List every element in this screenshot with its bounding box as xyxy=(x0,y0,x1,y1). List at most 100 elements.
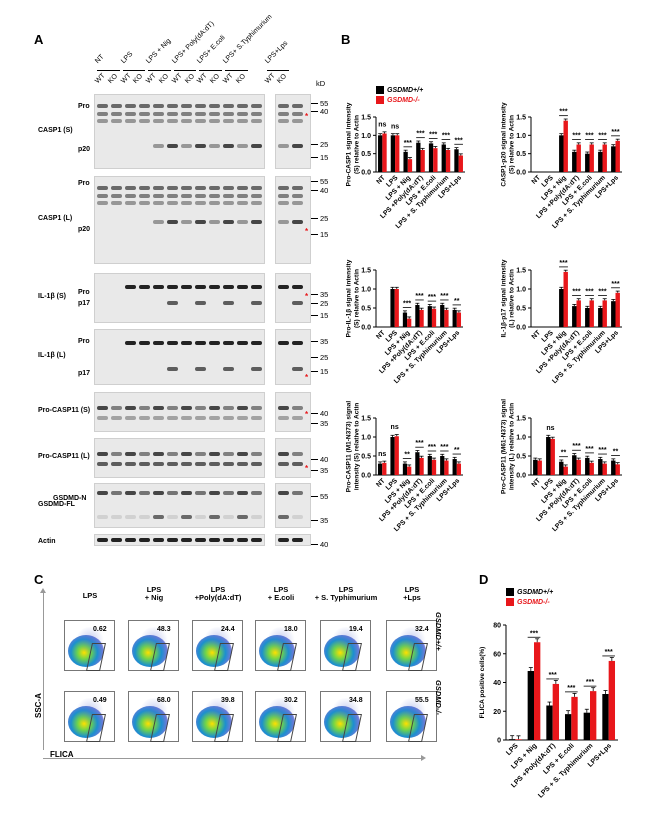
bar-ko xyxy=(534,642,541,740)
blot-band xyxy=(278,285,289,289)
blot-band xyxy=(97,491,108,495)
blot-band xyxy=(181,538,192,542)
flow-title: LPS + S. Typhimurium xyxy=(314,585,378,603)
blot-band xyxy=(209,538,220,542)
blot-band xyxy=(125,515,136,519)
blot-band xyxy=(278,119,289,123)
blot-band xyxy=(237,416,248,420)
y-tick-label: 0 xyxy=(497,738,501,745)
blot-row-label: CASP1 (L) xyxy=(38,215,73,222)
bar-ko xyxy=(407,318,412,327)
flow-percent: 24.4 xyxy=(221,626,235,633)
y-axis-title-line: Pro-IL-1β signal intensity xyxy=(346,259,353,337)
bar-wt xyxy=(572,151,577,172)
y-tick-label: 1.5 xyxy=(516,115,526,122)
blot-band xyxy=(251,301,262,305)
blot-band xyxy=(223,491,234,495)
marker-tick xyxy=(311,341,318,342)
blot-band xyxy=(167,220,178,224)
blot-band xyxy=(167,144,178,148)
y-axis-title-line: Pro-CASP11 (M1-N373) signal xyxy=(346,401,353,493)
flow-scatter xyxy=(75,627,105,653)
bar-wt xyxy=(559,135,564,172)
blot-band xyxy=(111,406,122,410)
bar-ko xyxy=(395,135,400,172)
blot-band xyxy=(181,452,192,456)
flow-scatter xyxy=(139,627,169,653)
blot-band xyxy=(278,515,289,519)
blot-row-label: Pro-CASP11 (L) xyxy=(38,453,90,460)
blot-band xyxy=(153,538,164,542)
marker-tick xyxy=(311,111,318,112)
y-tick-label: 0.5 xyxy=(516,306,526,313)
blot-band xyxy=(237,538,248,542)
y-tick-label: 60 xyxy=(493,651,501,658)
legend-ko-swatch xyxy=(376,96,384,104)
blot-band xyxy=(195,491,206,495)
blot-band xyxy=(251,186,262,190)
blot-sub-label: Pro xyxy=(78,289,90,296)
sig-annotation: *** xyxy=(598,288,606,295)
blot-band xyxy=(209,515,220,519)
blot-band xyxy=(153,112,164,116)
blot-band xyxy=(209,285,220,289)
blot-band xyxy=(111,515,122,519)
sig-annotation: *** xyxy=(572,133,580,140)
flow-density xyxy=(132,706,168,738)
blot-band xyxy=(111,462,122,466)
flow-density xyxy=(132,635,168,667)
sig-annotation: ns xyxy=(378,451,386,458)
flow-density xyxy=(390,635,426,667)
sig-annotation: ** xyxy=(454,447,460,454)
blot-band xyxy=(195,416,206,420)
bar-wt xyxy=(598,459,603,475)
red-asterisk: * xyxy=(305,464,309,473)
blot-band xyxy=(153,119,164,123)
sig-annotation: *** xyxy=(598,447,606,454)
y-tick-label: 0.5 xyxy=(516,454,526,461)
category-label: NT xyxy=(375,174,387,186)
blot-band xyxy=(223,285,234,289)
blot-band xyxy=(153,515,164,519)
blot-band xyxy=(153,462,164,466)
blot-band xyxy=(237,515,248,519)
blot-band xyxy=(97,194,108,198)
blot-band xyxy=(139,416,150,420)
blot-band xyxy=(278,416,289,420)
bar-ko xyxy=(589,300,594,327)
bar-ko xyxy=(394,289,399,327)
blot-band xyxy=(209,462,220,466)
legend-d: GSDMD+/+ GSDMD-/- xyxy=(506,588,553,606)
category-label: NT xyxy=(531,477,543,489)
bar-ko xyxy=(571,696,578,740)
bar-ko xyxy=(382,462,387,475)
blot-membrane-main xyxy=(94,392,265,432)
flow-title: LPS +Lps xyxy=(403,585,421,603)
flow-scatter xyxy=(266,698,296,724)
blot-band xyxy=(251,285,262,289)
bar-ko xyxy=(602,300,607,327)
legend-b: GSDMD+/+ GSDMD-/- xyxy=(376,86,423,104)
blot-band xyxy=(237,112,248,116)
sig-annotation: *** xyxy=(585,446,593,453)
bar-wt xyxy=(583,712,590,740)
marker-label: 35 xyxy=(320,290,329,299)
blot-band xyxy=(195,119,206,123)
sig-annotation: ** xyxy=(454,298,460,305)
bar-wt xyxy=(440,304,445,327)
flow-percent: 39.8 xyxy=(221,697,235,704)
sig-annotation: ** xyxy=(613,449,619,456)
flow-percent: 68.0 xyxy=(157,697,171,704)
blot-band xyxy=(209,144,220,148)
blot-band xyxy=(181,491,192,495)
bar-wt xyxy=(415,304,420,327)
sig-annotation: ** xyxy=(561,450,567,457)
blot-band xyxy=(292,201,303,205)
legend-d-wt-swatch xyxy=(506,588,514,596)
blot-band xyxy=(292,112,303,116)
marker-label: 35 xyxy=(320,516,329,525)
flow-scatter xyxy=(331,698,361,724)
sig-annotation: *** xyxy=(416,131,424,138)
bar-wt xyxy=(390,135,396,172)
sig-annotation: *** xyxy=(598,133,606,140)
